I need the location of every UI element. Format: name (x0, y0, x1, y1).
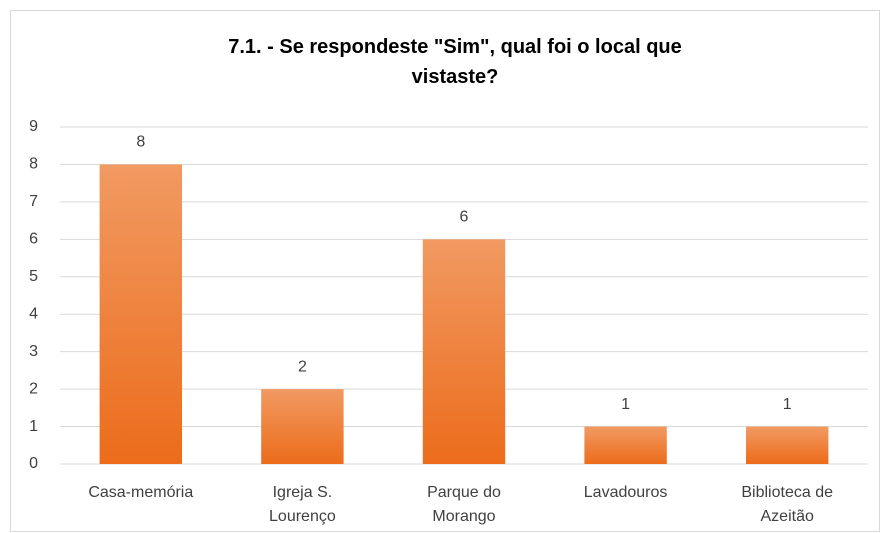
data-label: 1 (621, 396, 630, 413)
x-tick-label: Igreja S. Lourenço (269, 484, 336, 525)
data-label: 1 (783, 396, 792, 413)
x-tick-label: Parque do Morango (427, 484, 501, 525)
y-tick-label: 4 (29, 305, 38, 322)
bar (422, 239, 506, 464)
y-tick-label: 2 (29, 380, 38, 397)
y-tick-label: 0 (29, 455, 38, 472)
y-tick-label: 9 (29, 118, 38, 135)
chart-title: 7.1. - Se respondeste "Sim", qual foi o … (228, 36, 682, 88)
y-tick-label: 5 (29, 268, 38, 285)
bar (584, 426, 667, 464)
y-tick-label: 7 (29, 193, 38, 210)
y-tick-label: 1 (29, 418, 38, 435)
y-tick-label: 3 (29, 343, 38, 360)
x-tick-label: Biblioteca de Azeitão (741, 484, 833, 525)
data-label: 6 (460, 209, 469, 226)
x-tick-label: Casa-memória (88, 484, 193, 501)
data-label: 8 (136, 134, 145, 151)
bar (99, 164, 183, 464)
chart-border (10, 10, 880, 532)
y-tick-label: 8 (29, 156, 38, 173)
data-label: 2 (298, 358, 307, 375)
bar (261, 389, 344, 464)
y-tick-label: 6 (29, 231, 38, 248)
x-tick-label: Lavadouros (584, 484, 668, 501)
bar (745, 426, 829, 464)
